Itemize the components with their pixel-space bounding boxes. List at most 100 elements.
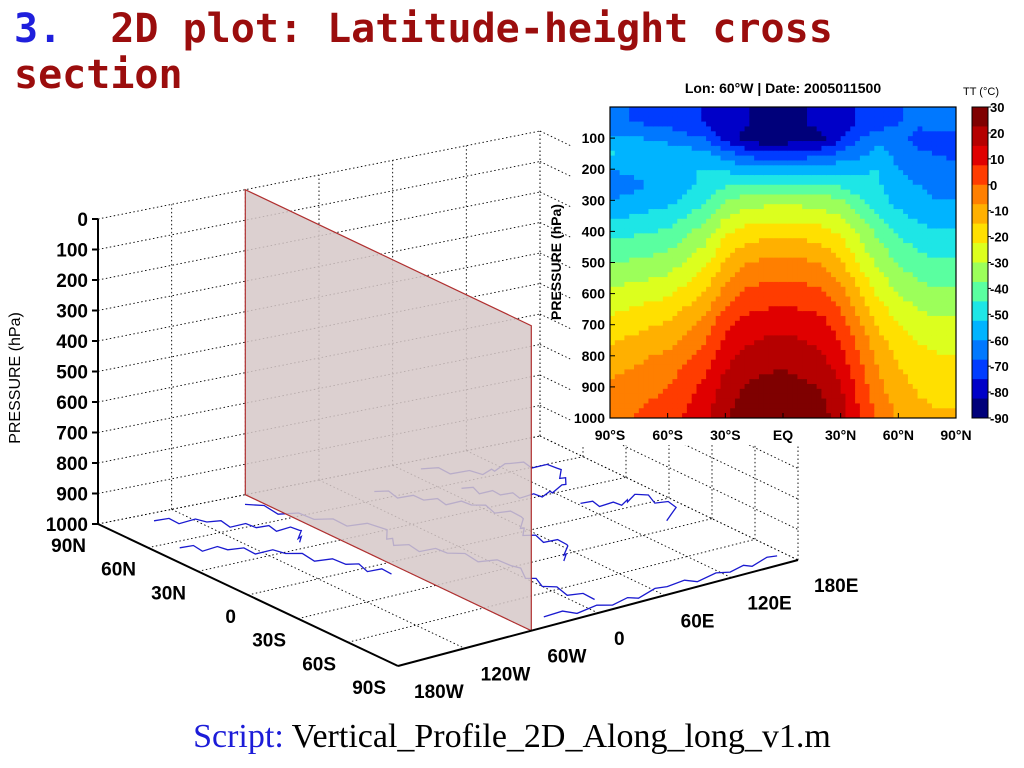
heatmap-cell [835,243,842,249]
heatmap-cell [816,267,823,273]
heatmap-cell [778,291,784,298]
heatmap-cell [691,296,698,302]
heatmap-cell [931,179,938,186]
heatmap-cell [653,141,659,147]
heatmap-cell [773,257,779,264]
heatmap-cell [912,150,919,157]
heatmap-cell [662,194,669,200]
heatmap-cell [903,340,909,346]
heatmap-cell [667,320,674,327]
heatmap-cell [917,160,923,166]
heatmap-cell [879,131,885,137]
heatmap-cell [610,223,616,230]
heatmap-cell [653,364,659,371]
heatmap-cell [778,233,784,239]
heatmap-cell [710,155,717,162]
heatmap-cell [946,238,952,244]
heatmap-cell [850,257,856,264]
heatmap-cell [754,184,760,191]
colorbar-segment [972,281,988,302]
heatmap-cell [816,325,823,332]
heatmap-cell [744,301,750,307]
heatmap-cell [624,408,630,414]
heatmap-cell [739,267,746,273]
heatmap-cell [792,223,799,230]
heatmap-cell [811,131,818,137]
heatmap-cell [850,277,856,283]
heatmap-cell [907,141,914,147]
heatmap-cell [802,209,808,215]
heatmap-cell [701,408,707,414]
heatmap-cell [936,408,943,414]
heatmap-cell [888,160,895,166]
heatmap-cell [624,189,630,196]
heatmap-cell [710,383,717,390]
heatmap-cell [662,301,669,307]
heatmap-cell [783,126,789,132]
heatmap-cell [749,320,755,327]
heatmap-cell [638,175,645,181]
heatmap-cell [898,131,904,137]
heatmap-cell [662,262,669,268]
heatmap-cell [951,364,956,371]
heatmap-cell [749,252,755,259]
heatmap-cell [879,277,885,283]
heatmap-cell [662,272,669,278]
heatmap-cell [634,233,640,239]
heatmap-cell [739,320,746,327]
heatmap-cell [927,228,933,234]
heatmap-cell [624,306,630,312]
heatmap-cell [638,359,645,366]
heatmap-cell [802,315,808,322]
heatmap-cell [898,107,904,113]
heatmap-cell [614,199,621,205]
heatmap-cell [792,267,799,273]
heatmap-cell [898,398,904,405]
heatmap-cell [787,315,794,322]
heatmap-cell [706,413,712,418]
heatmap-cell [763,199,770,205]
heatmap-cell [917,286,923,293]
heatmap-cell [879,296,885,302]
heatmap-cell [883,233,890,239]
heatmap-cell [619,374,626,380]
heatmap-cell [658,107,664,113]
heatmap-cell [763,111,770,118]
heatmap-cell [951,213,956,220]
heatmap-cell [831,345,837,351]
heatmap-cell [859,335,866,341]
heatmap-cell [739,359,746,366]
heatmap-cell [682,345,688,351]
heatmap-cell [917,403,923,409]
heatmap-cell [648,383,654,390]
heatmap-cell [941,277,947,283]
grid-line [97,161,541,250]
heatmap-cell [710,165,717,171]
heatmap-cell [946,126,952,132]
heatmap-cell [792,330,799,336]
heatmap-cell [907,218,914,225]
heatmap-cell [706,398,712,405]
heatmap-cell [821,413,827,418]
heatmap-cell [634,218,640,225]
heatmap-cell [951,228,956,234]
heatmap-cell [792,213,799,220]
heatmap-cell [893,398,899,405]
heatmap-cell [629,136,635,142]
heatmap-cell [725,315,731,322]
heatmap-cell [691,184,698,191]
heatmap-cell [643,179,650,186]
y-tick-label: 200 [582,161,606,177]
heatmap-cell [744,286,750,293]
heatmap-cell [864,335,871,341]
heatmap-cell [619,131,626,137]
heatmap-cell [797,116,803,123]
heatmap-cell [845,281,851,288]
heatmap-cell [763,354,770,361]
heatmap-cell [701,204,707,210]
heatmap-cell [701,296,707,302]
heatmap-cell [864,413,871,418]
heatmap-cell [845,165,851,171]
heatmap-cell [821,145,827,152]
heatmap-cell [912,325,919,332]
